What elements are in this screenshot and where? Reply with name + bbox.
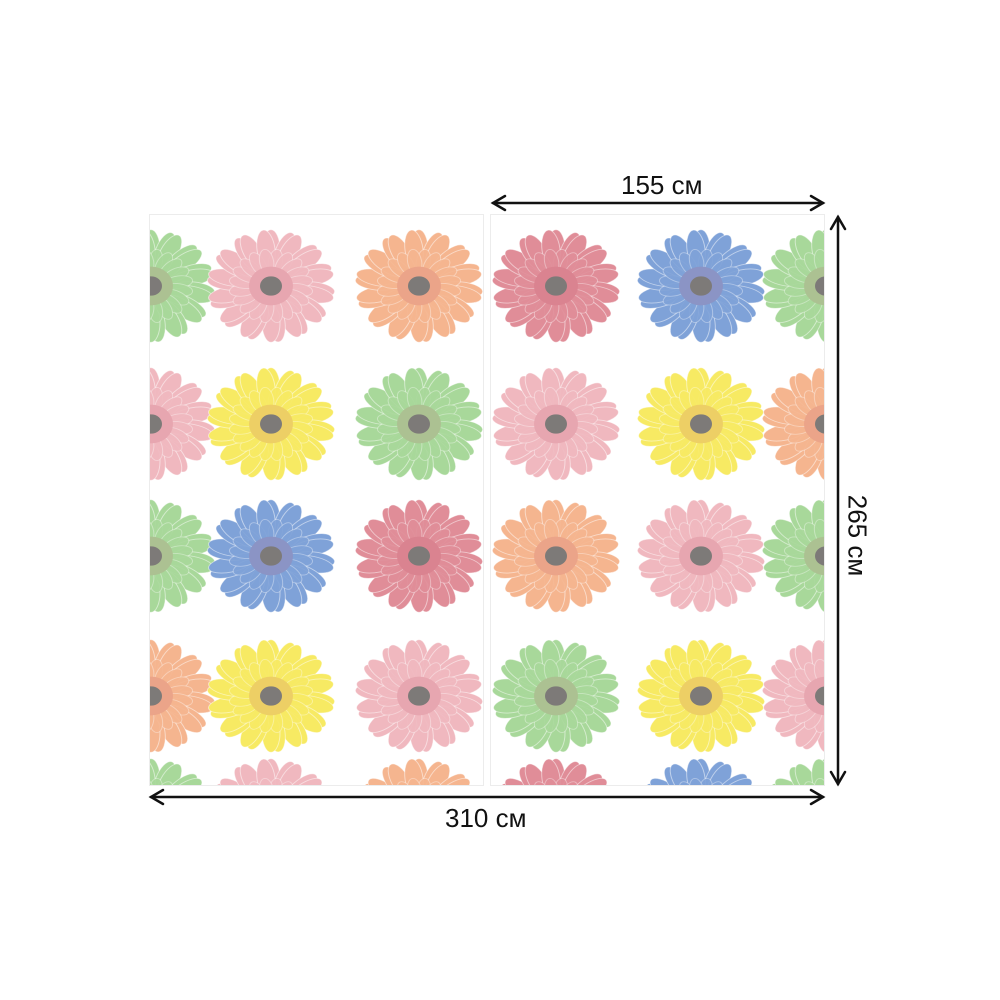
flower-center	[150, 546, 162, 566]
flower-pink	[150, 367, 216, 481]
flower-center	[260, 546, 282, 566]
flower-center	[408, 686, 430, 706]
flower-pink	[354, 639, 483, 753]
wallpaper-panel-right	[490, 214, 825, 786]
flower-center	[260, 686, 282, 706]
flower-center	[545, 686, 567, 706]
flower-rose	[354, 499, 483, 613]
panel-width-label: 155 см	[621, 170, 703, 200]
flower-rose	[491, 229, 621, 343]
flower-green	[150, 758, 203, 785]
flower-orange	[150, 639, 216, 753]
flower-orange	[491, 499, 621, 613]
flower-green	[761, 499, 824, 613]
flower-yellow	[636, 639, 766, 753]
flower-center	[690, 414, 712, 434]
flower-yellow	[206, 639, 336, 753]
flower-blue	[636, 229, 766, 343]
height-arrow	[829, 214, 847, 787]
flower-center	[815, 686, 824, 706]
flower-blue	[645, 758, 753, 785]
flower-pink	[761, 639, 824, 753]
flower-center	[408, 414, 430, 434]
flower-center	[690, 686, 712, 706]
flower-center	[690, 546, 712, 566]
flower-yellow	[636, 367, 766, 481]
flower-center	[260, 276, 282, 296]
flower-center	[815, 276, 824, 296]
flower-center	[150, 414, 162, 434]
flower-green	[770, 758, 824, 785]
flower-green	[491, 639, 621, 753]
total-width-label: 310 см	[445, 803, 527, 833]
flower-pattern	[491, 229, 824, 785]
flower-pink	[215, 758, 323, 785]
flower-pattern	[150, 229, 483, 785]
flower-yellow	[206, 367, 336, 481]
height-label: 265 см	[842, 494, 873, 577]
flower-center	[408, 546, 430, 566]
flower-orange	[363, 758, 471, 785]
flower-center	[545, 546, 567, 566]
flower-center	[260, 414, 282, 434]
flower-rose	[500, 758, 608, 785]
flower-center	[150, 276, 162, 296]
flower-pink	[491, 367, 621, 481]
flower-center	[690, 276, 712, 296]
flower-center	[545, 414, 567, 434]
flower-green	[761, 229, 824, 343]
flower-center	[815, 546, 824, 566]
flower-blue	[206, 499, 336, 613]
flower-green	[150, 499, 216, 613]
flower-pink	[206, 229, 336, 343]
flower-green	[354, 367, 483, 481]
flower-center	[815, 414, 824, 434]
flower-center	[408, 276, 430, 296]
flower-orange	[354, 229, 483, 343]
flower-pink	[636, 499, 766, 613]
panel-width-arrow	[490, 194, 826, 212]
flower-orange	[761, 367, 824, 481]
total-width-arrow	[148, 788, 826, 806]
flower-center	[545, 276, 567, 296]
wallpaper-panel-left	[149, 214, 484, 786]
flower-green	[150, 229, 216, 343]
flower-center	[150, 686, 162, 706]
